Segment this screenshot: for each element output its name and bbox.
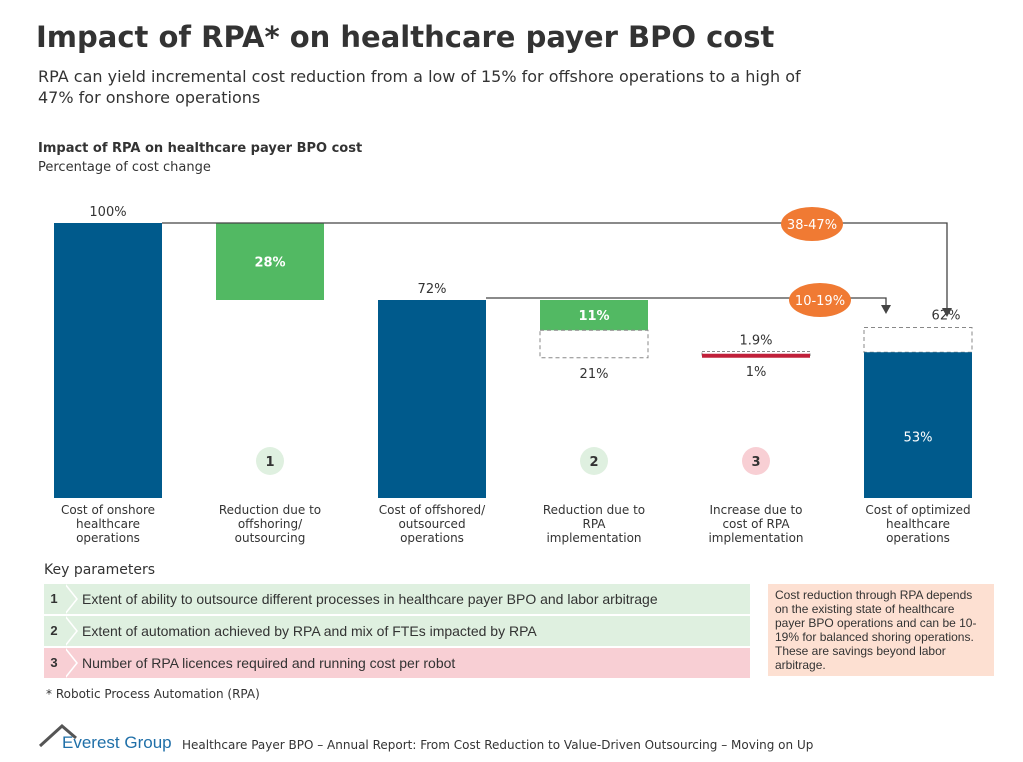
marker-number: 3 [751, 455, 760, 470]
bar-increase [702, 353, 810, 358]
report-title: Healthcare Payer BPO – Annual Report: Fr… [182, 738, 814, 752]
row-text: Extent of automation achieved by RPA and… [82, 623, 537, 639]
key-parameter-row: 3 Number of RPA licences required and run… [44, 648, 750, 678]
connector-line [486, 297, 887, 307]
bar-total [864, 352, 972, 498]
marker-number: 2 [589, 455, 598, 470]
arrow-icon [881, 305, 891, 314]
category-label: Cost of optimized healthcare operations [865, 503, 971, 545]
callout-bubble [781, 207, 843, 241]
row-number: 1 [50, 591, 58, 606]
bar-decrease [216, 223, 324, 300]
everest-logo-icon [38, 723, 77, 748]
callout-label: 38-47% [787, 218, 837, 233]
chart-subtitle: Percentage of cost change [38, 160, 211, 175]
bar-label: 1.9% [739, 334, 772, 349]
row-text: Extent of ability to outsource different… [82, 591, 658, 607]
connector-line [162, 222, 948, 310]
callout-label: 10-19% [795, 294, 845, 309]
range-label: 21% [580, 367, 609, 382]
marker-circle [256, 447, 284, 475]
callout-bubble [789, 283, 851, 317]
bar-label: 53% [904, 431, 933, 446]
page-subtitle: RPA can yield incremental cost reduction… [38, 67, 801, 107]
key-parameters-heading: Key parameters [44, 562, 156, 578]
category-label: Reduction due to RPA implementation [542, 503, 646, 545]
category-label: Reduction due to offshoring/ outsourcing [218, 503, 322, 545]
range-box [863, 327, 973, 353]
brand-logo-text: Everest Group [62, 733, 172, 752]
note-box: Cost reduction through RPA depends on th… [768, 584, 994, 676]
bar-label: 72% [418, 282, 447, 297]
bar-decrease [540, 300, 648, 331]
chart-title: Impact of RPA on healthcare payer BPO co… [38, 141, 363, 156]
marker-circle [580, 447, 608, 475]
category-label: Cost of offshored/ outsourced operations [378, 503, 486, 545]
range-label: 1% [746, 365, 767, 380]
page-title: Impact of RPA* on healthcare payer BPO c… [36, 20, 775, 54]
row-number: 2 [50, 623, 58, 638]
range-box [539, 329, 649, 359]
marker-circle [742, 447, 770, 475]
category-label: Increase due to cost of RPA implementati… [708, 503, 804, 545]
key-parameter-row: 1 Extent of ability to outsource differen… [44, 584, 750, 614]
waterfall-chart: 100% 28% 1 72% 11% 21% 2 1.9% 1% 3 62% 53% 38-47% 10-… [54, 205, 973, 498]
category-label: Cost of onshore healthcare operations [60, 503, 156, 545]
key-parameter-row: 2 Extent of automation achieved by RPA an… [44, 616, 750, 646]
range-label: 62% [932, 309, 961, 324]
bar-label: 28% [254, 256, 285, 271]
bar-total [378, 300, 486, 498]
bar-total [54, 223, 162, 498]
bar-label: 100% [89, 205, 126, 220]
arrow-icon [942, 308, 952, 317]
row-text: Number of RPA licences required and runn… [82, 655, 456, 671]
bar-label: 11% [578, 309, 609, 324]
footnote: * Robotic Process Automation (RPA) [46, 687, 260, 701]
marker-number: 1 [265, 455, 274, 470]
row-number: 3 [50, 655, 58, 670]
